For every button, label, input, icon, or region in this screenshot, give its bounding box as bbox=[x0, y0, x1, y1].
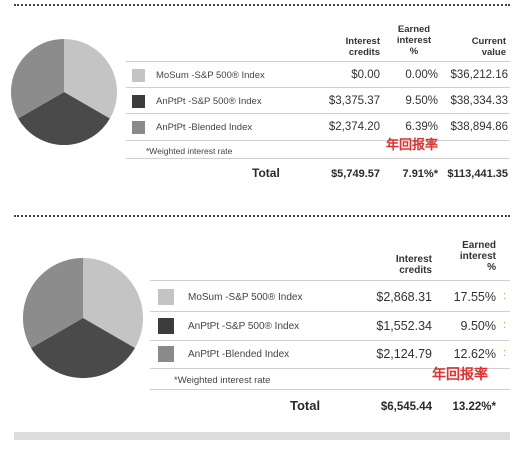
pie-chart-1 bbox=[10, 39, 118, 146]
row-earned: 6.39% bbox=[405, 121, 438, 133]
row-credits: $1,552.34 bbox=[376, 319, 432, 333]
row-divider bbox=[126, 158, 510, 159]
row-divider bbox=[150, 368, 510, 369]
top-divider bbox=[14, 4, 510, 6]
pie-slice-mosum bbox=[64, 39, 118, 119]
annual-return-annotation: 年回报率 bbox=[432, 367, 488, 383]
total-earned: 13.22%* bbox=[452, 401, 496, 413]
total-value: $113,441.35 bbox=[447, 168, 508, 180]
row-earned: 0.00% bbox=[405, 69, 438, 81]
legend-swatch bbox=[132, 69, 145, 82]
bottom-bar bbox=[14, 432, 510, 440]
pie-slice-anptpt-sp500 bbox=[18, 92, 110, 146]
row-value: $38,894.86 bbox=[450, 121, 508, 133]
row-divider bbox=[150, 280, 510, 281]
header-interest-credits: Interest credits bbox=[345, 36, 380, 58]
row-earned: 9.50% bbox=[460, 319, 496, 333]
legend-swatch bbox=[158, 346, 174, 362]
row-earned: 17.55% bbox=[453, 290, 496, 304]
total-label: Total bbox=[290, 398, 321, 413]
row-earned: 9.50% bbox=[405, 95, 438, 107]
row-label: MoSum -S&P 500® Index bbox=[156, 70, 265, 81]
row-divider bbox=[150, 311, 510, 312]
legend-swatch bbox=[132, 121, 145, 134]
total-credits: $5,749.57 bbox=[331, 168, 380, 180]
row-earned: 12.62% bbox=[453, 347, 496, 361]
row-divider bbox=[150, 389, 510, 390]
legend-swatch bbox=[132, 95, 145, 108]
weighted-rate-note: *Weighted interest rate bbox=[174, 375, 271, 386]
section-divider bbox=[14, 215, 510, 217]
pie-slice-anptpt-blended bbox=[22, 258, 83, 348]
row-value: $38,334.33 bbox=[450, 95, 508, 107]
row-label: AnPtPt -S&P 500® Index bbox=[156, 96, 262, 107]
header-earned-interest: Earned interest % bbox=[396, 24, 432, 57]
row-divider bbox=[150, 340, 510, 341]
row-label: AnPtPt -S&P 500® Index bbox=[188, 321, 300, 332]
header-interest-credits: Interest credits bbox=[395, 254, 432, 276]
legend-swatch bbox=[158, 289, 174, 305]
row-divider bbox=[126, 113, 510, 114]
row-credits: $2,374.20 bbox=[328, 121, 380, 133]
row-credits: $3,375.37 bbox=[328, 95, 380, 107]
pie-chart-2 bbox=[22, 258, 144, 379]
pie-slice-mosum bbox=[83, 258, 144, 348]
pie-slice-anptpt-sp500 bbox=[31, 318, 135, 379]
row-credits: $2,124.79 bbox=[376, 347, 432, 361]
total-label: Total bbox=[252, 166, 280, 180]
legend-swatch bbox=[158, 318, 174, 334]
row-credits: $2,868.31 bbox=[376, 290, 432, 304]
total-earned: 7.91%* bbox=[402, 168, 438, 180]
row-credits: $0.00 bbox=[351, 69, 380, 81]
header-earned-interest: Earned interest % bbox=[459, 240, 496, 273]
cut-off-mark: : bbox=[503, 290, 507, 302]
weighted-rate-note: *Weighted interest rate bbox=[146, 146, 233, 156]
row-divider bbox=[126, 140, 510, 141]
cut-off-mark: : bbox=[503, 347, 507, 359]
total-credits: $6,545.44 bbox=[380, 401, 432, 413]
pie-slice-anptpt-blended bbox=[10, 39, 64, 119]
row-label: AnPtPt -Blended Index bbox=[188, 349, 290, 360]
row-value: $36,212.16 bbox=[450, 69, 508, 81]
header-current-value: Current value bbox=[471, 36, 506, 58]
row-label: MoSum -S&P 500® Index bbox=[188, 292, 303, 303]
row-divider bbox=[126, 61, 510, 62]
cut-off-mark: : bbox=[503, 319, 507, 331]
row-label: AnPtPt -Blended Index bbox=[156, 122, 253, 133]
annual-return-annotation: 年回报率 bbox=[386, 138, 439, 153]
row-divider bbox=[126, 87, 510, 88]
